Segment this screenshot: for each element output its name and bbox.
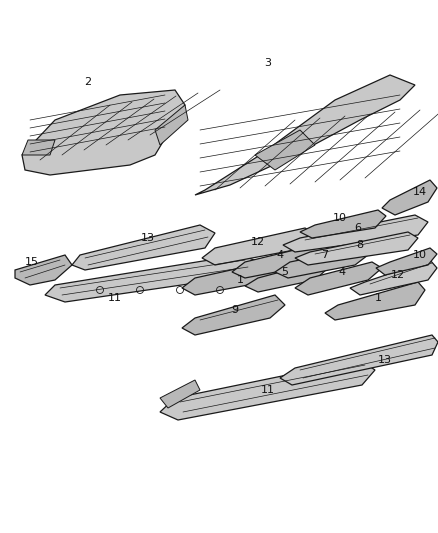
Text: 9: 9 bbox=[231, 305, 239, 315]
Polygon shape bbox=[72, 225, 215, 270]
Polygon shape bbox=[255, 130, 315, 170]
Text: 12: 12 bbox=[251, 237, 265, 247]
Polygon shape bbox=[182, 258, 298, 295]
Text: 1: 1 bbox=[237, 275, 244, 285]
Polygon shape bbox=[195, 75, 415, 195]
Polygon shape bbox=[155, 105, 188, 145]
Polygon shape bbox=[350, 260, 437, 295]
Polygon shape bbox=[245, 262, 328, 292]
Text: 8: 8 bbox=[357, 240, 364, 250]
Text: 2: 2 bbox=[85, 77, 92, 87]
Text: 13: 13 bbox=[378, 355, 392, 365]
Text: 11: 11 bbox=[108, 293, 122, 303]
Polygon shape bbox=[295, 232, 418, 265]
Polygon shape bbox=[376, 248, 437, 275]
Text: 6: 6 bbox=[354, 223, 361, 233]
Polygon shape bbox=[45, 255, 260, 302]
Text: 3: 3 bbox=[265, 58, 272, 68]
Text: 4: 4 bbox=[339, 267, 346, 277]
Text: 10: 10 bbox=[413, 250, 427, 260]
Text: 5: 5 bbox=[282, 267, 289, 277]
Polygon shape bbox=[22, 140, 55, 155]
Polygon shape bbox=[325, 282, 425, 320]
Text: 7: 7 bbox=[321, 250, 328, 260]
Text: 12: 12 bbox=[391, 270, 405, 280]
Polygon shape bbox=[275, 248, 368, 278]
Text: 11: 11 bbox=[261, 385, 275, 395]
Text: 10: 10 bbox=[333, 213, 347, 223]
Polygon shape bbox=[22, 90, 185, 175]
Polygon shape bbox=[202, 228, 318, 265]
Polygon shape bbox=[232, 245, 325, 278]
Polygon shape bbox=[160, 380, 200, 408]
Polygon shape bbox=[280, 335, 438, 385]
Polygon shape bbox=[300, 210, 386, 238]
Text: 4: 4 bbox=[276, 250, 283, 260]
Text: 15: 15 bbox=[25, 257, 39, 267]
Text: 14: 14 bbox=[413, 187, 427, 197]
Polygon shape bbox=[283, 215, 428, 252]
Polygon shape bbox=[160, 360, 375, 420]
Polygon shape bbox=[295, 262, 382, 295]
Polygon shape bbox=[15, 255, 72, 285]
Polygon shape bbox=[182, 295, 285, 335]
Text: 1: 1 bbox=[374, 293, 381, 303]
Text: 13: 13 bbox=[141, 233, 155, 243]
Polygon shape bbox=[382, 180, 437, 215]
